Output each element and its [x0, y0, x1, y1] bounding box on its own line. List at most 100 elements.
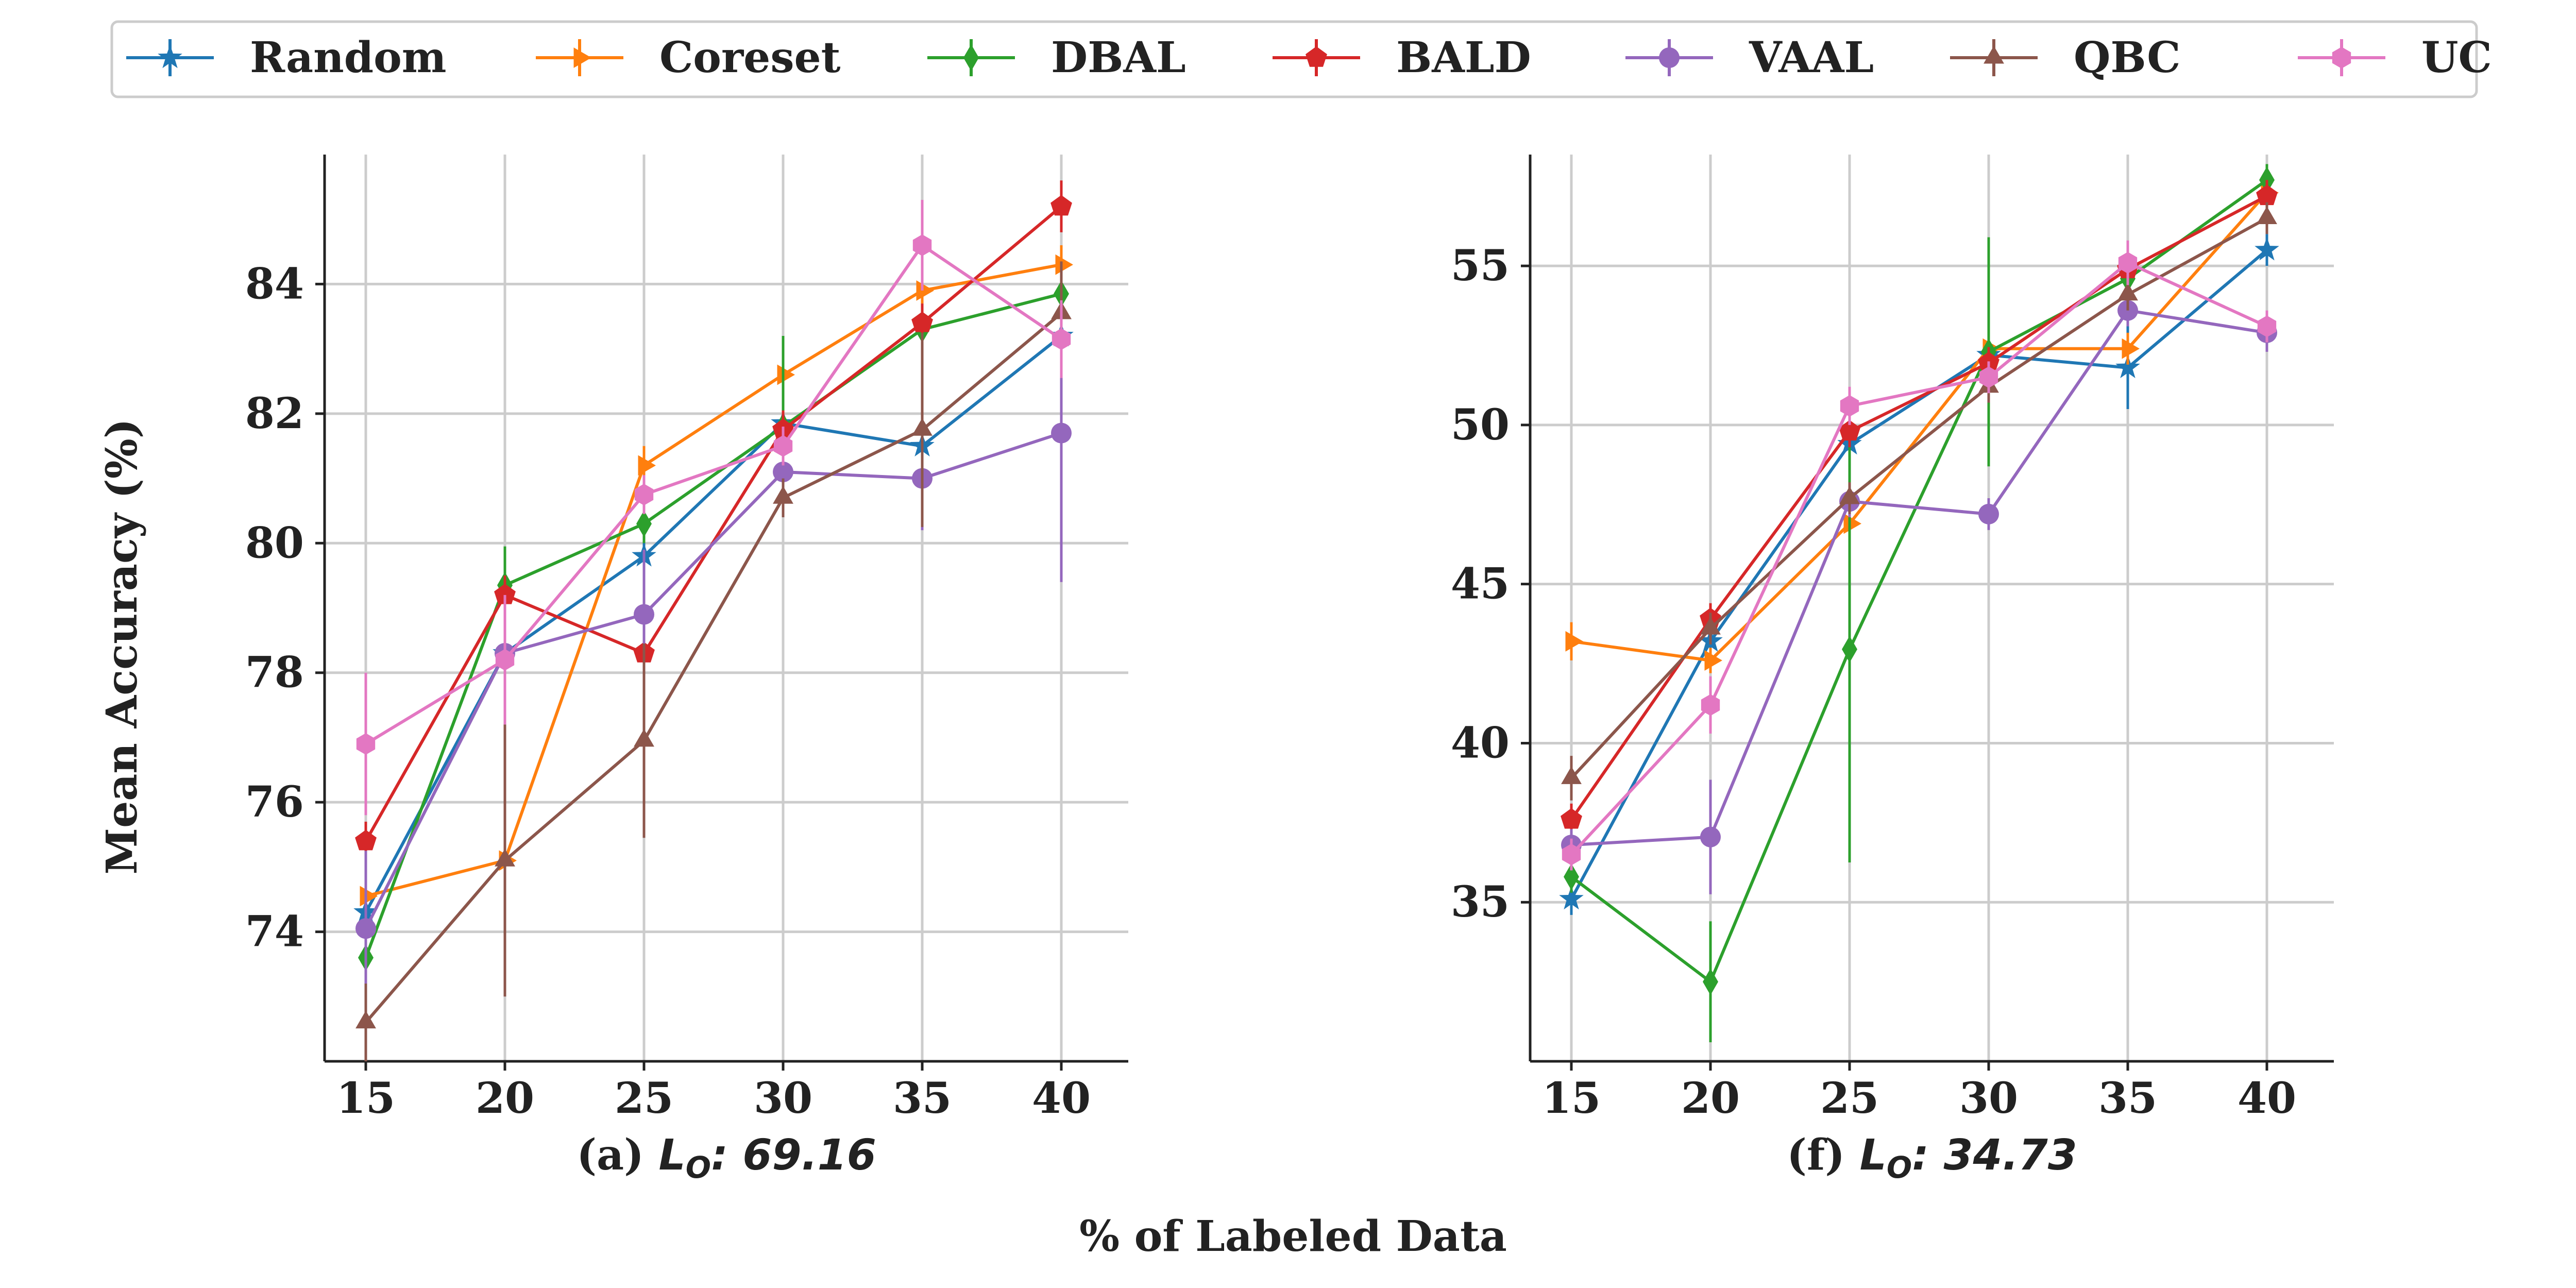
series-line-vaal	[1571, 309, 2267, 847]
x-axis-label: % of Labeled Data	[1079, 1212, 1507, 1261]
legend-item-qbc: QBC	[1950, 33, 2181, 82]
series-line-bald	[364, 205, 1062, 842]
data-point-vaal	[355, 918, 376, 939]
data-point-bald	[911, 311, 933, 332]
data-point-dbal	[1703, 968, 1718, 995]
data-point-uc	[634, 484, 654, 505]
data-point-vaal	[634, 604, 654, 625]
data-point-uc	[1052, 328, 1071, 350]
data-point-coreset	[2122, 338, 2140, 359]
data-point-vaal	[1700, 826, 1721, 848]
x-tick-label: 30	[1959, 1074, 2018, 1123]
series-uc	[1562, 240, 2277, 871]
series-coreset	[360, 245, 1073, 909]
data-point-qbc	[1561, 766, 1582, 784]
data-point-bald	[1839, 420, 1860, 441]
series-line-random	[1570, 249, 2268, 900]
data-point-coreset	[638, 455, 656, 476]
caption-prefix: (f)	[1787, 1130, 1859, 1180]
data-point-coreset	[777, 364, 795, 385]
data-point-random	[1559, 886, 1584, 910]
series-qbc	[355, 261, 1072, 1061]
legend-marker-dbal	[963, 44, 979, 71]
y-tick-label: 82	[245, 389, 304, 438]
y-tick-label: 45	[1451, 560, 1510, 609]
legend-label-vaal: VAAL	[1749, 33, 1874, 82]
legend-item-uc: UC	[2298, 33, 2492, 82]
data-point-uc	[773, 435, 793, 457]
data-point-uc	[1979, 366, 1998, 388]
x-tick-label: 35	[2098, 1074, 2157, 1123]
x-tick-label: 20	[476, 1074, 534, 1123]
data-point-coreset	[1704, 650, 1722, 671]
y-axis-label: Mean Accuracy (%)	[97, 418, 147, 874]
series-line-vaal	[364, 431, 1062, 929]
x-tick-label: 30	[754, 1074, 812, 1123]
panel-caption: (a) LO: 69.16	[577, 1130, 876, 1185]
legend-label-coreset: Coreset	[659, 33, 841, 82]
data-point-bald	[1050, 195, 1072, 216]
data-point-qbc	[634, 728, 654, 747]
series-layer	[353, 180, 1074, 1061]
series-line-coreset	[1571, 192, 2268, 662]
series-line-random	[364, 334, 1062, 913]
grid	[1530, 155, 2334, 1061]
data-point-coreset	[1055, 254, 1073, 275]
data-point-qbc	[355, 1010, 376, 1029]
x-tick-label: 35	[893, 1074, 952, 1123]
data-point-uc	[912, 234, 932, 256]
legend-item-bald: BALD	[1273, 33, 1531, 82]
data-point-vaal	[1051, 422, 1072, 444]
legend-marker-uc	[2332, 47, 2351, 69]
caption-math: L	[658, 1131, 685, 1180]
data-point-random	[2255, 237, 2279, 261]
series-random	[353, 316, 1074, 932]
data-point-coreset	[1843, 513, 1861, 534]
x-tick-label: 25	[1820, 1074, 1879, 1123]
caption-math: L	[1860, 1131, 1887, 1180]
y-tick-label: 55	[1451, 241, 1510, 291]
caption-sub: O	[1887, 1150, 1912, 1185]
series-line-qbc	[364, 312, 1062, 1024]
y-tick-label: 40	[1451, 718, 1510, 768]
legend-marker-coreset	[573, 47, 591, 68]
grid	[325, 155, 1128, 1061]
series-dbal	[1564, 164, 2275, 1042]
caption-value: : 69.16	[711, 1131, 876, 1180]
data-point-bald	[2256, 184, 2278, 206]
legend-label-uc: UC	[2421, 33, 2492, 82]
data-point-coreset	[916, 280, 934, 301]
series-line-dbal	[364, 292, 1062, 958]
caption-prefix: (a)	[577, 1130, 658, 1180]
data-point-random	[2115, 354, 2140, 378]
data-point-coreset	[1565, 631, 1583, 652]
x-tick-label: 40	[2238, 1074, 2296, 1123]
legend: Random Coreset DBAL BALD VAAL QBC UC	[110, 20, 2492, 98]
data-point-dbal	[1564, 863, 1579, 890]
legend-marker-qbc	[1984, 46, 2004, 64]
y-tick-label: 80	[245, 518, 304, 568]
x-tick-label: 15	[336, 1074, 395, 1123]
panel-caption: (f) LO: 34.73	[1787, 1130, 2077, 1185]
data-point-uc	[1701, 694, 1720, 716]
data-point-bald	[1561, 808, 1582, 829]
series-qbc	[1561, 202, 2277, 801]
data-point-uc	[356, 733, 376, 755]
data-point-uc	[2118, 251, 2138, 274]
legend-marker-vaal	[1659, 47, 1680, 68]
series-line-dbal	[1570, 178, 2268, 984]
data-point-bald	[355, 829, 377, 851]
caption-value: : 34.73	[1912, 1131, 2077, 1180]
data-point-uc	[495, 649, 515, 671]
data-point-qbc	[773, 486, 793, 504]
legend-item-coreset: Coreset	[536, 33, 841, 82]
series-line-uc	[1570, 261, 2268, 856]
data-point-qbc	[2257, 206, 2277, 225]
legend-item-dbal: DBAL	[927, 33, 1186, 82]
x-tick-label: 25	[615, 1074, 673, 1123]
series-line-coreset	[365, 263, 1062, 898]
data-point-qbc	[912, 418, 933, 436]
legend-label-dbal: DBAL	[1051, 33, 1186, 82]
data-point-qbc	[1700, 617, 1721, 635]
